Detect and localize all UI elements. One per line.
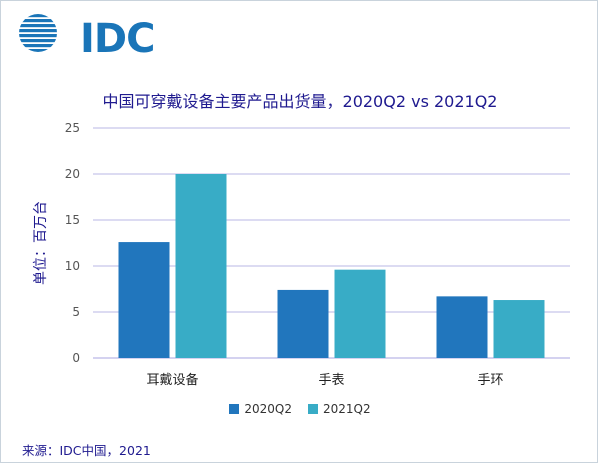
y-tick-label: 5 bbox=[72, 305, 80, 319]
y-tick-label: 15 bbox=[65, 213, 80, 227]
globe-icon bbox=[19, 14, 57, 52]
legend-label: 2020Q2 bbox=[244, 402, 292, 416]
idc-logo: IDC bbox=[18, 13, 155, 59]
bar bbox=[436, 296, 488, 358]
bar bbox=[277, 289, 329, 358]
bar bbox=[334, 269, 386, 358]
source-note: 来源：IDC中国，2021 bbox=[22, 443, 151, 458]
x-tick-label: 手环 bbox=[477, 373, 503, 388]
logo-text: IDC bbox=[80, 16, 155, 62]
legend: 2020Q2 2021Q2 bbox=[0, 402, 600, 416]
bar bbox=[175, 174, 227, 358]
legend-swatch bbox=[308, 404, 318, 414]
legend-label: 2021Q2 bbox=[323, 402, 371, 416]
y-tick-label: 10 bbox=[65, 259, 80, 273]
bar bbox=[493, 300, 545, 358]
chart-title: 中国可穿戴设备主要产品出货量，2020Q2 vs 2021Q2 bbox=[102, 92, 498, 111]
y-tick-label: 25 bbox=[65, 121, 80, 135]
legend-item: 2021Q2 bbox=[308, 402, 371, 416]
y-tick-label: 0 bbox=[72, 351, 80, 365]
x-tick-label: 耳戴设备 bbox=[146, 372, 198, 388]
y-tick-label: 20 bbox=[65, 167, 80, 181]
bar bbox=[118, 242, 170, 358]
x-tick-label: 手表 bbox=[318, 373, 344, 388]
legend-item: 2020Q2 bbox=[229, 402, 292, 416]
legend-swatch bbox=[229, 404, 240, 414]
